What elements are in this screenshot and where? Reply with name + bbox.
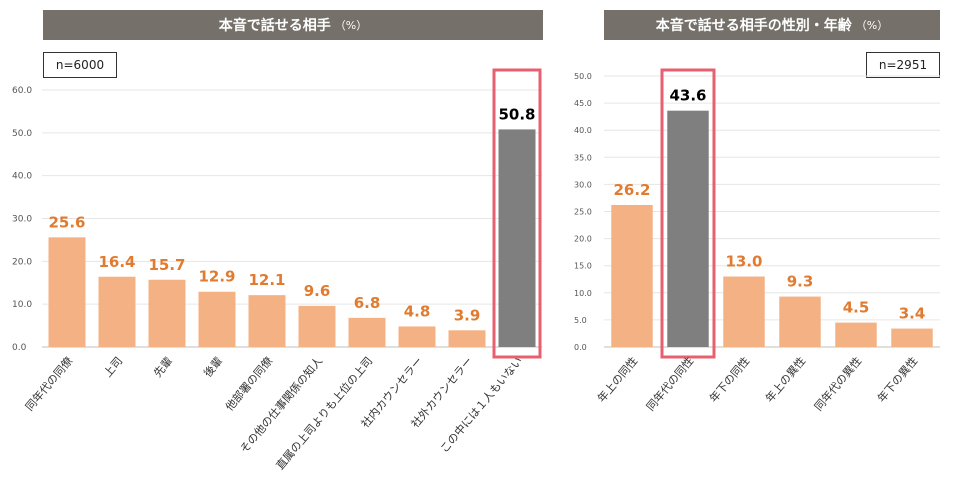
right-chart-bar: [611, 204, 653, 347]
right-chart-value-label: 26.2: [613, 181, 650, 199]
left-chart-value-label: 50.8: [498, 105, 535, 123]
right-chart-category-label: 同年代の同性: [643, 354, 696, 414]
left-chart-bar: [148, 279, 186, 347]
left-chart-bar: [448, 330, 486, 347]
right-chart-category-label: 同年代の異性: [811, 354, 864, 414]
right-chart-value-label: 9.3: [787, 273, 814, 291]
left-chart-bar: [348, 317, 386, 347]
left-chart-bar: [48, 237, 86, 347]
right-chart-y-tick-label: 40.0: [574, 126, 592, 135]
left-chart-value-label: 4.8: [404, 302, 431, 320]
right-chart-category-label: 年下の異性: [874, 354, 920, 405]
right-chart-y-tick-label: 15.0: [574, 262, 592, 271]
left-chart-y-tick-label: 0.0: [12, 343, 27, 353]
right-chart-y-tick-label: 35.0: [574, 153, 592, 162]
right-chart-title: 本音で話せる相手の性別・年齢: [655, 18, 852, 34]
left-chart-value-label: 12.1: [248, 271, 285, 289]
right-chart-y-tick-label: 25.0: [574, 208, 592, 217]
left-chart-value-label: 16.4: [98, 253, 135, 271]
left-chart-y-tick-label: 20.0: [12, 257, 32, 267]
left-chart-y-tick-label: 50.0: [12, 129, 32, 139]
left-chart-category-label: 同年代の同僚: [22, 354, 75, 414]
left-chart-category-label: 上司: [101, 355, 125, 380]
left-chart-bar: [198, 291, 236, 347]
left-chart-title-bar: 本音で話せる相手 （%）: [43, 10, 543, 40]
right-chart-bar: [667, 110, 709, 347]
left-bar-chart: 0.0 10.0 20.0 30.0 40.0 50.0 60.0 25.6 同年代の同僚 16.…: [12, 68, 542, 472]
left-chart-title: 本音で話せる相手: [218, 18, 331, 34]
right-chart-value-label: 3.4: [899, 305, 926, 323]
left-chart-value-label: 12.9: [198, 268, 235, 286]
left-chart-bar: [398, 326, 436, 347]
right-chart-y-tick-label: 45.0: [574, 99, 592, 108]
right-chart-unit: （%）: [855, 19, 889, 32]
right-chart-bar: [723, 276, 765, 347]
left-chart-category-label: 他部署の同僚: [222, 354, 275, 414]
left-chart-value-label: 9.6: [304, 282, 331, 300]
left-chart-highlight-frame: [492, 68, 542, 359]
left-chart-value-label: 15.7: [148, 256, 185, 274]
right-bar-chart: 0.0 5.0 10.0 15.0 20.0 25.0 30.0 35.0 40.0 45.0 50…: [574, 68, 940, 414]
right-chart-bar: [779, 296, 821, 347]
right-chart-highlight-frame: [660, 68, 716, 359]
right-chart-bar: [835, 322, 877, 347]
left-chart-bar: [248, 295, 286, 347]
left-chart-bar: [298, 305, 336, 347]
right-chart-y-tick-label: 30.0: [574, 180, 592, 189]
right-chart-category-label: 年上の同性: [594, 354, 640, 405]
right-chart-y-tick-label: 50.0: [574, 72, 592, 81]
left-chart-y-tick-label: 40.0: [12, 172, 32, 182]
right-chart-value-label: 43.6: [669, 87, 706, 105]
right-chart-y-tick-label: 0.0: [574, 343, 587, 352]
left-chart-bar: [498, 129, 536, 347]
right-chart-y-tick-label: 20.0: [574, 235, 592, 244]
left-chart-value-label: 3.9: [454, 306, 481, 324]
right-chart-y-tick-label: 10.0: [574, 289, 592, 298]
right-chart-y-tick-label: 5.0: [574, 316, 587, 325]
right-chart-category-label: 年下の同性: [706, 354, 752, 405]
left-chart-sample-size: n=6000: [43, 52, 117, 78]
left-chart-y-tick-label: 30.0: [12, 215, 32, 225]
right-chart-value-label: 4.5: [843, 299, 870, 317]
right-chart-title-bar: 本音で話せる相手の性別・年齢 （%）: [604, 10, 940, 40]
left-chart-y-tick-label: 10.0: [12, 300, 32, 310]
right-chart-bar: [891, 328, 933, 347]
right-chart-sample-size: n=2951: [866, 52, 940, 78]
left-chart-value-label: 25.6: [48, 213, 85, 231]
right-chart-value-label: 13.0: [725, 253, 762, 271]
right-chart-category-label: 年上の異性: [762, 354, 808, 405]
left-chart-category-label: この中には１人もいない: [438, 355, 526, 456]
left-chart-y-tick-label: 60.0: [12, 86, 32, 96]
left-chart-value-label: 6.8: [354, 294, 381, 312]
left-chart-category-label: 直属の上司よりも上位の上司: [273, 354, 376, 472]
left-chart-category-label: その他の仕事関係の知人: [237, 354, 326, 456]
left-chart-category-label: 先輩: [150, 354, 175, 380]
left-chart-bar: [98, 276, 136, 347]
left-chart-unit: （%）: [334, 19, 368, 32]
left-chart-category-label: 後輩: [200, 354, 225, 380]
